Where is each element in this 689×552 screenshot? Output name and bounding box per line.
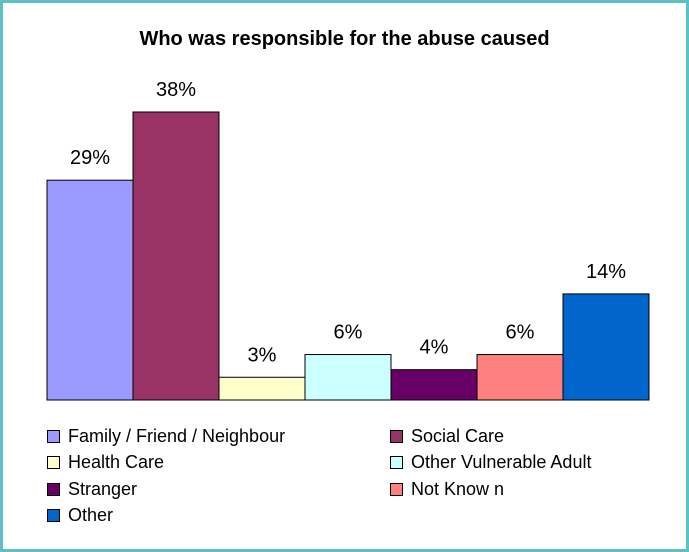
bar-1	[132, 111, 220, 401]
bar-2	[218, 376, 306, 401]
data-label-3: 6%	[334, 322, 363, 344]
data-label-6: 14%	[586, 261, 626, 283]
bar-4	[390, 369, 478, 401]
chart-title: Who was responsible for the abuse caused	[139, 28, 550, 50]
data-label-5: 6%	[506, 322, 535, 344]
bar-0	[46, 179, 134, 401]
bar-3	[304, 354, 392, 401]
data-label-2: 3%	[248, 344, 277, 366]
data-label-0: 29%	[70, 147, 110, 169]
bar-5	[476, 354, 564, 401]
bar-6	[562, 293, 650, 401]
data-label-1: 38%	[156, 79, 196, 101]
data-label-4: 4%	[420, 337, 449, 359]
